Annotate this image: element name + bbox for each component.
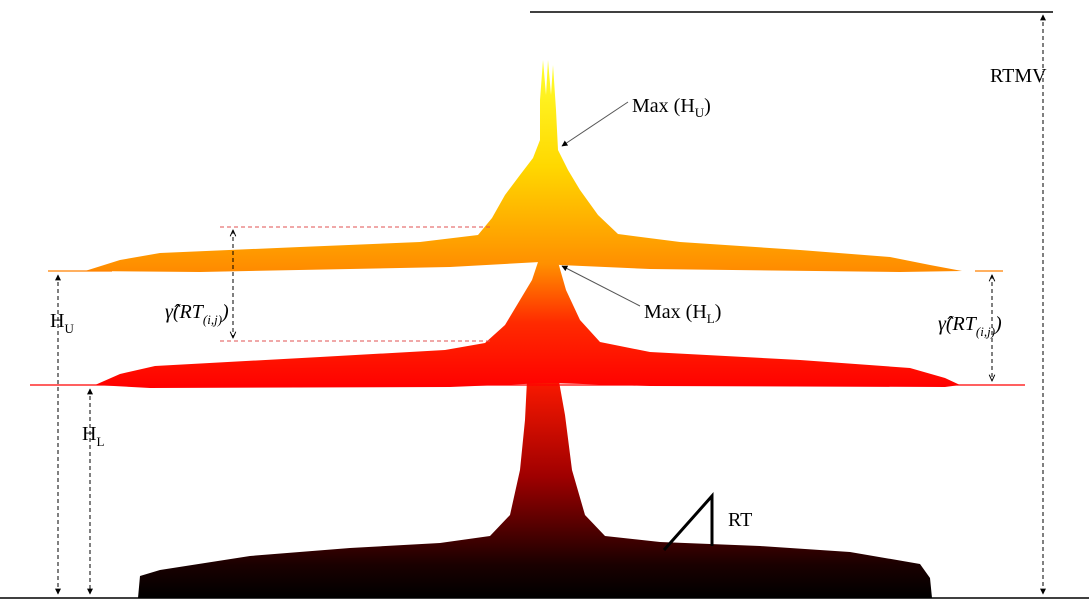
max-hu-label: Max (HU) <box>632 95 711 120</box>
gamma-left-label: γ̂(RT(i,j)) <box>165 301 229 327</box>
hu-label: HU <box>50 310 74 336</box>
hl-label: HL <box>82 423 104 449</box>
rt-slope-symbol <box>662 492 714 551</box>
rt-label: RT <box>728 509 752 531</box>
max-hl-pointer <box>561 265 641 307</box>
middle-band <box>95 258 960 388</box>
gamma-right-label: γ̂(RT(i,j)) <box>938 313 1002 339</box>
max-hl-label: Max (HL) <box>644 301 721 326</box>
upper-band <box>85 60 962 272</box>
rtmv-label: RTMV <box>990 65 1047 87</box>
lower-mountain <box>138 376 932 598</box>
max-hu-pointer <box>561 101 629 147</box>
